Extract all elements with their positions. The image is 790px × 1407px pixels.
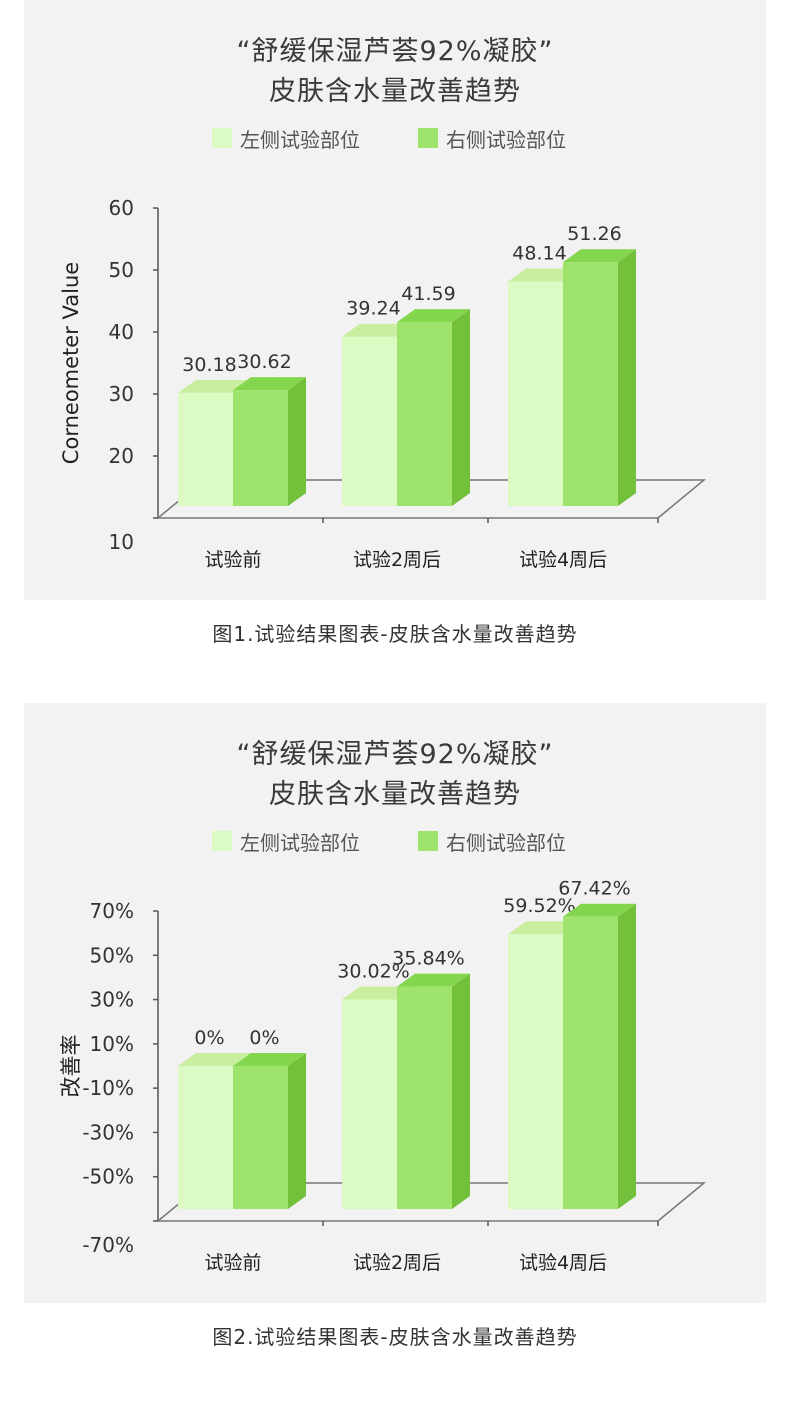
chart-legend: 左侧试验部位 右侧试验部位 (212, 827, 632, 855)
data-label: 30.02% (337, 961, 409, 983)
bar-chart-1: 60 50 40 30 20 10 Corneometer Value 30.18 30.62 试… (59, 196, 707, 571)
bar-top (178, 1053, 251, 1066)
chart-caption-1: 图1.试验结果图表-皮肤含水量改善趋势 (212, 622, 578, 646)
data-label: 48.14 (512, 243, 566, 265)
y-tick-label: 60 (109, 196, 134, 220)
bar-top (397, 309, 470, 323)
legend-item-left: 左侧试验部位 (212, 827, 360, 855)
data-label: 39.24 (346, 298, 400, 320)
bar-top (342, 323, 415, 337)
y-tick-label: 20 (109, 444, 134, 468)
chart-title-line2: 皮肤含水量改善趋势 (269, 76, 521, 107)
data-label: 35.84% (392, 948, 464, 970)
y-tick-label: 50 (109, 258, 134, 282)
chart-title-line2: 皮肤含水量改善趋势 (269, 779, 521, 810)
y-tick-label: 10% (90, 1032, 134, 1056)
bar (563, 262, 618, 506)
chart-panel-2: “舒缓保湿芦荟92%凝胶” 皮肤含水量改善趋势 左侧试验部位 右侧试验部位 70… (24, 703, 766, 1303)
data-label: 30.18 (182, 354, 236, 376)
data-label: 51.26 (567, 223, 621, 245)
legend-label-left: 左侧试验部位 (240, 830, 360, 855)
y-tick-label: 40 (109, 320, 134, 344)
chart-title: “舒缓保湿芦荟92%凝胶” 皮肤含水量改善趋势 (24, 735, 766, 815)
data-label: 41.59 (401, 283, 455, 305)
bar-top (342, 986, 415, 1000)
chart-title: “舒缓保湿芦荟92%凝胶” 皮肤含水量改善趋势 (24, 32, 766, 112)
y-axis-title: 改善率 (59, 1035, 83, 1098)
y-axis-title: Corneometer Value (59, 262, 83, 464)
bar-side (452, 973, 470, 1209)
bar (342, 999, 397, 1209)
chart-panel-1: “舒缓保湿芦荟92%凝胶” 皮肤含水量改善趋势 左侧试验部位 右侧试验部位 60… (24, 0, 766, 600)
bar (397, 986, 452, 1209)
y-tick-label: 30 (109, 382, 134, 406)
bar-top (508, 268, 581, 282)
y-tick-label: 50% (90, 943, 134, 967)
bar (563, 916, 618, 1209)
bar (508, 934, 563, 1209)
bar (233, 1066, 288, 1209)
bar-side (452, 309, 470, 506)
x-tick-label: 试验2周后 (353, 1252, 441, 1274)
legend-item-right: 右侧试验部位 (418, 827, 566, 855)
bar (397, 322, 452, 506)
bar (233, 390, 288, 506)
chart-legend: 左侧试验部位 右侧试验部位 (212, 124, 632, 152)
bar-top (563, 903, 636, 917)
bar-chart-2: 70% 50% 30% 10% -10% -30% -50% -70% 改善率 0% 0% 试验前 30… (59, 878, 707, 1274)
data-label: 67.42% (558, 878, 630, 900)
x-tick-label: 试验2周后 (353, 549, 441, 571)
y-tick-label: -30% (82, 1120, 134, 1144)
bar-side (618, 903, 636, 1209)
x-tick-label: 试验4周后 (519, 549, 607, 571)
bar (178, 1066, 233, 1209)
data-label: 0% (249, 1027, 279, 1049)
data-label: 30.62 (237, 351, 291, 373)
legend-label-left: 左侧试验部位 (240, 127, 360, 152)
data-label: 59.52% (503, 895, 575, 917)
x-tick-label: 试验前 (204, 549, 261, 571)
y-tick-label: 30% (90, 988, 134, 1012)
x-tick-label: 试验前 (204, 1252, 261, 1274)
chart-title-line1: “舒缓保湿芦荟92%凝胶” (236, 739, 554, 770)
bar-top (563, 249, 636, 263)
y-tick-label: -70% (82, 1233, 134, 1257)
legend-swatch-left (212, 128, 232, 148)
bar-top (397, 973, 470, 987)
data-label: 0% (194, 1027, 224, 1049)
legend-label-right: 右侧试验部位 (446, 830, 566, 855)
legend-swatch-left (212, 831, 232, 851)
bar (508, 281, 563, 506)
bar-top (178, 379, 251, 393)
bar (342, 336, 397, 506)
chart-caption-2: 图2.试验结果图表-皮肤含水量改善趋势 (212, 1325, 578, 1349)
bar (178, 392, 233, 506)
y-tick-label: -10% (82, 1076, 134, 1100)
bar-top (233, 377, 306, 391)
bar-top (508, 921, 581, 935)
bar-top (233, 1053, 306, 1066)
legend-swatch-right (418, 831, 438, 851)
y-tick-label: -50% (82, 1165, 134, 1189)
legend-swatch-right (418, 128, 438, 148)
bar-side (288, 377, 306, 506)
chart-title-line1: “舒缓保湿芦荟92%凝胶” (236, 36, 554, 67)
legend-item-right: 右侧试验部位 (418, 124, 566, 152)
x-tick-label: 试验4周后 (519, 1252, 607, 1274)
y-tick-label: 70% (90, 899, 134, 923)
y-tick-label: 10 (109, 530, 134, 554)
legend-item-left: 左侧试验部位 (212, 124, 360, 152)
bar-side (618, 249, 636, 507)
bar-side (288, 1053, 306, 1209)
legend-label-right: 右侧试验部位 (446, 127, 566, 152)
